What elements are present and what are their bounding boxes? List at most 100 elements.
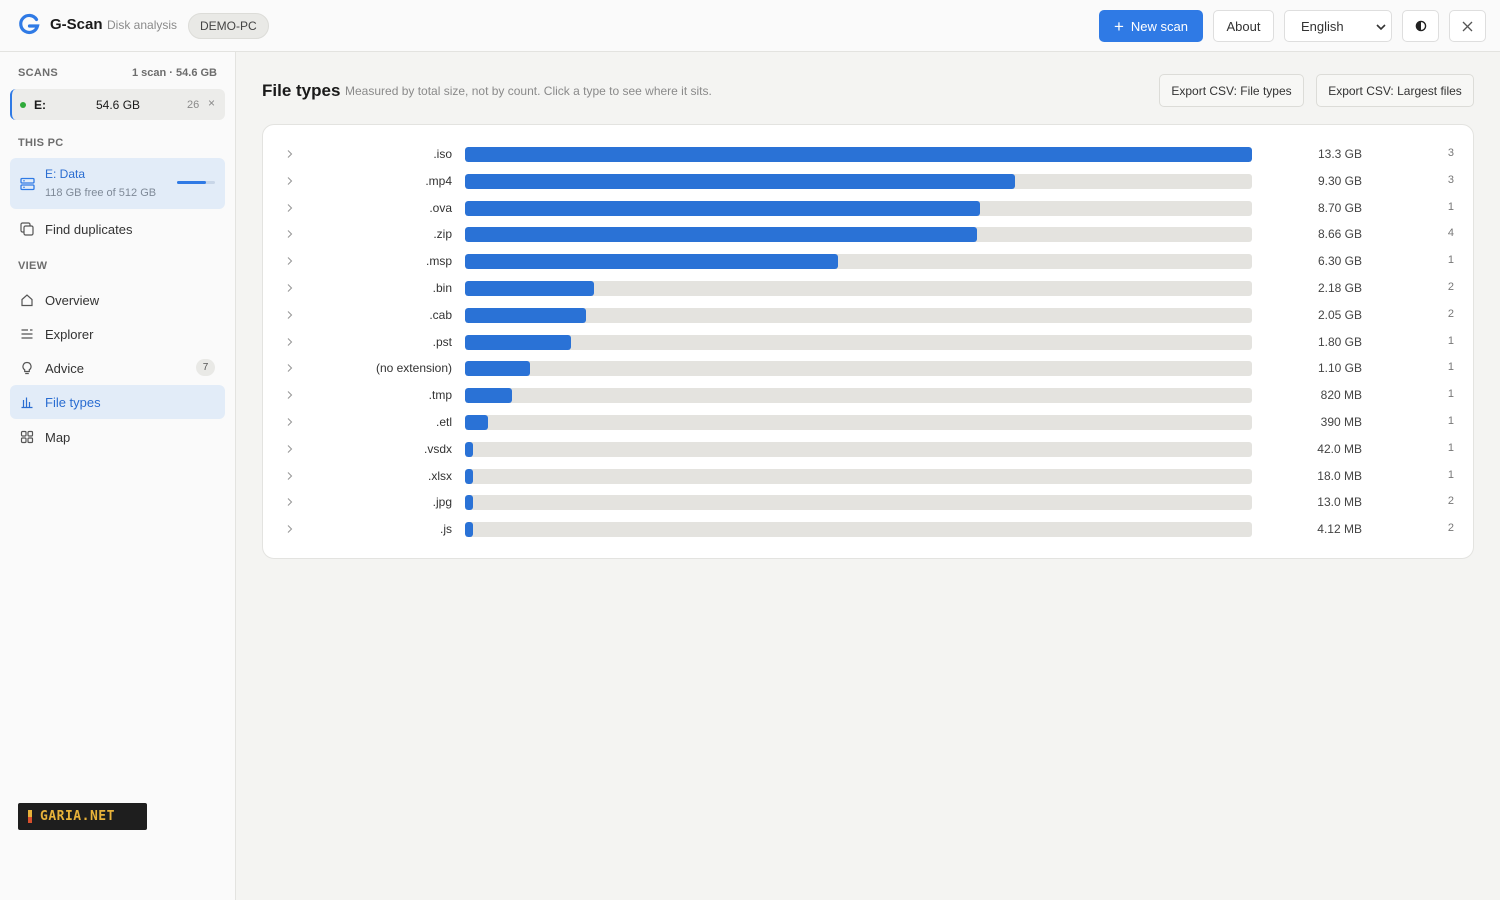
file-type-bar-track — [465, 334, 1252, 350]
chevron-right-icon[interactable] — [285, 389, 295, 401]
file-type-row[interactable]: .tmp 820 MB 1 — [263, 383, 1473, 410]
sidebar-item-label: Advice — [45, 361, 85, 376]
sidebar-item-file-types[interactable]: File types — [10, 385, 225, 419]
lightbulb-icon — [22, 361, 32, 375]
file-type-row[interactable]: .pst 1.80 GB 1 — [263, 330, 1473, 357]
file-type-bar-track — [465, 147, 1252, 162]
file-type-row[interactable]: .xlsx 18.0 MB 1 — [263, 464, 1473, 491]
page-title: File types — [262, 81, 341, 100]
chevron-right-icon[interactable] — [285, 148, 295, 160]
watermark-logo: GARIA.NET — [18, 803, 147, 830]
file-type-extension: .etl — [435, 415, 452, 429]
scan-item-e[interactable]: E: 54.6 GB 26 × — [10, 89, 225, 120]
file-type-bar — [465, 522, 473, 538]
file-type-row[interactable]: .mp4 9.30 GB 3 — [263, 169, 1473, 196]
bar-chart-icon — [21, 397, 33, 409]
file-type-bar — [465, 441, 473, 457]
file-type-bar — [465, 200, 980, 216]
chevron-right-icon[interactable] — [285, 443, 295, 455]
language-value: English — [1301, 18, 1344, 34]
drive-usage-bar — [177, 181, 215, 184]
file-type-bar-track — [465, 281, 1252, 296]
drive-icon — [20, 177, 35, 191]
file-type-row[interactable]: .bin 2.18 GB 2 — [263, 276, 1473, 303]
file-type-bar — [465, 173, 1016, 189]
file-type-bar-track — [465, 415, 1252, 430]
file-type-size: 820 MB — [1320, 388, 1362, 403]
sidebar-item-label: Explorer — [45, 327, 94, 342]
advice-count-badge: 7 — [196, 359, 215, 376]
new-scan-button[interactable]: + New scan — [1099, 10, 1203, 42]
file-type-row[interactable]: .js 4.12 MB 2 — [263, 517, 1473, 544]
chevron-right-icon[interactable] — [285, 202, 295, 214]
file-type-extension: .xlsx — [428, 468, 452, 483]
sidebar-item-advice[interactable]: Advice 7 — [10, 351, 225, 385]
chevron-right-icon[interactable] — [285, 282, 295, 294]
about-button[interactable]: About — [1213, 10, 1274, 42]
file-type-row[interactable]: .ova 8.70 GB 1 — [263, 196, 1473, 223]
file-type-extension: .cab — [429, 307, 452, 322]
grid-icon — [20, 430, 34, 444]
chevron-right-icon[interactable] — [285, 470, 295, 482]
file-type-bar-track — [465, 522, 1252, 538]
file-type-row[interactable]: .cab 2.05 GB 2 — [263, 303, 1473, 330]
file-type-size: 1.10 GB — [1317, 361, 1362, 376]
file-type-bar-track — [465, 200, 1252, 216]
chevron-right-icon[interactable] — [285, 523, 295, 535]
remove-scan-icon[interactable]: × — [208, 96, 216, 110]
file-type-bar-track — [465, 254, 1252, 270]
chevron-right-icon[interactable] — [285, 416, 295, 428]
chevron-right-icon[interactable] — [285, 255, 295, 267]
sidebar: SCANS 1 scan · 54.6 GB E: 54.6 GB 26 × T… — [0, 52, 236, 900]
file-type-row[interactable]: .iso 13.3 GB 3 — [263, 142, 1473, 169]
sidebar-item-overview[interactable]: Overview — [10, 283, 225, 317]
drive-name: E: Data — [45, 167, 86, 181]
chevron-right-icon[interactable] — [285, 228, 295, 240]
file-type-bar — [465, 415, 488, 430]
close-icon — [1462, 21, 1473, 31]
file-type-row[interactable]: .jpg 13.0 MB 2 — [263, 490, 1473, 517]
drive-card-e[interactable]: E: Data 118 GB free of 512 GB — [10, 158, 225, 209]
list-icon — [21, 329, 33, 339]
watermark-mark-accent — [28, 817, 32, 823]
file-type-row[interactable]: .vsdx 42.0 MB 1 — [263, 437, 1473, 464]
chevron-right-icon[interactable] — [285, 362, 295, 374]
export-file-types-button[interactable]: Export CSV: File types — [1159, 74, 1304, 107]
file-type-size: 42.0 MB — [1317, 441, 1362, 456]
file-type-row[interactable]: .etl 390 MB 1 — [263, 410, 1473, 437]
chevron-right-icon[interactable] — [285, 309, 295, 321]
file-type-extension: .js — [440, 522, 452, 537]
chevron-right-icon[interactable] — [285, 175, 295, 187]
file-type-count: 1 — [1447, 334, 1454, 347]
file-type-row[interactable]: (no extension) 1.10 GB 1 — [263, 356, 1473, 383]
file-type-extension: (no extension) — [375, 361, 452, 376]
chevron-right-icon[interactable] — [285, 496, 295, 508]
chevron-right-icon[interactable] — [285, 336, 295, 348]
export-largest-files-button[interactable]: Export CSV: Largest files — [1316, 74, 1474, 107]
find-duplicates-item[interactable]: Find duplicates — [10, 212, 225, 246]
drive-usage-fill — [177, 181, 207, 184]
file-type-extension: .tmp — [428, 388, 452, 403]
duplicate-icon — [20, 222, 34, 236]
file-type-row[interactable]: .zip 8.66 GB 4 — [263, 222, 1473, 249]
sidebar-item-explorer[interactable]: Explorer — [10, 317, 225, 351]
file-type-size: 8.66 GB — [1317, 227, 1362, 242]
language-select[interactable]: English — [1284, 10, 1392, 42]
view-heading: VIEW — [18, 260, 48, 272]
file-type-row[interactable]: .msp 6.30 GB 1 — [263, 249, 1473, 276]
sidebar-item-map[interactable]: Map — [10, 420, 225, 454]
file-type-size: 18.0 MB — [1317, 468, 1362, 483]
watermark-text: GARIA.NET — [40, 809, 115, 824]
scans-heading: SCANS — [18, 67, 59, 79]
file-type-bar — [465, 361, 531, 377]
file-type-size: 1.80 GB — [1317, 334, 1362, 349]
file-type-size: 13.0 MB — [1317, 495, 1362, 510]
file-type-bar — [465, 307, 587, 323]
close-button[interactable] — [1449, 10, 1486, 42]
file-type-size: 9.30 GB — [1317, 173, 1362, 188]
theme-toggle-button[interactable] — [1402, 10, 1439, 42]
file-type-bar — [465, 147, 1252, 162]
file-type-size: 8.70 GB — [1317, 200, 1362, 215]
file-type-count: 1 — [1447, 468, 1454, 481]
watermark-mark — [28, 810, 32, 823]
